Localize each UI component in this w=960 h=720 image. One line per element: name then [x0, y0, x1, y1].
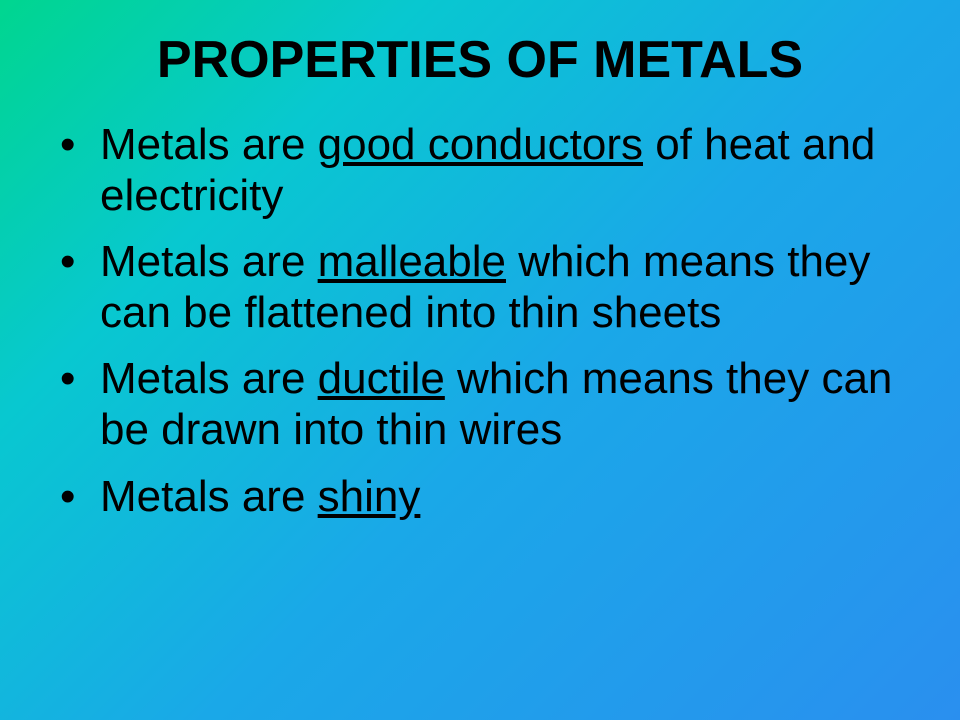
- underlined-term: malleable: [318, 237, 506, 286]
- bullet-item: Metals are ductile which means they can …: [60, 354, 920, 455]
- underlined-term: shiny: [318, 472, 421, 521]
- slide: PROPERTIES OF METALS Metals are good con…: [0, 0, 960, 720]
- bullet-item: Metals are malleable which means they ca…: [60, 237, 920, 338]
- underlined-term: ductile: [318, 354, 445, 403]
- bullet-item: Metals are good conductors of heat and e…: [60, 120, 920, 221]
- bullet-text: Metals are: [100, 237, 318, 286]
- slide-title: PROPERTIES OF METALS: [40, 30, 920, 90]
- bullet-text: Metals are: [100, 472, 318, 521]
- bullet-text: Metals are: [100, 120, 318, 169]
- bullet-item: Metals are shiny: [60, 472, 920, 523]
- bullet-text: Metals are: [100, 354, 318, 403]
- underlined-term: good conductors: [318, 120, 643, 169]
- bullet-list: Metals are good conductors of heat and e…: [60, 120, 920, 522]
